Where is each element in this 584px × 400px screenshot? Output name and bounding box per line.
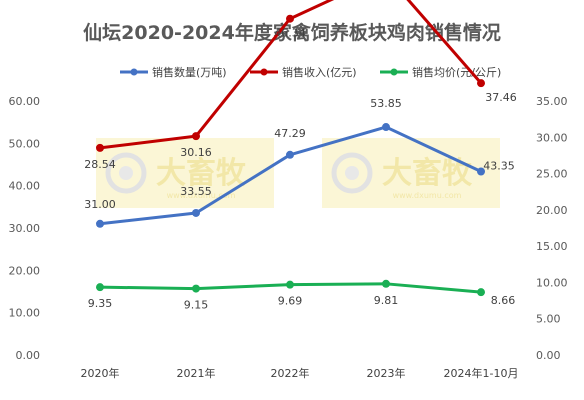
left-axis-tick: 30.00 [9, 222, 41, 235]
data-label: 9.35 [88, 297, 113, 310]
legend-marker [390, 68, 398, 76]
right-axis-tick: 20.00 [536, 204, 568, 217]
x-axis-tick: 2020年 [81, 366, 120, 380]
watermark-subtext: www.dxumu.com [393, 191, 462, 200]
x-axis-tick: 2024年1-10月 [444, 366, 519, 380]
data-label: 33.55 [180, 185, 212, 198]
data-point [96, 143, 104, 152]
watermark-logo-icon [105, 152, 147, 194]
left-axis-tick: 60.00 [9, 95, 41, 108]
chart-title: 仙坛2020-2024年度家禽饲养板块鸡肉销售情况 [83, 22, 501, 44]
data-point [286, 150, 294, 159]
data-label: 28.54 [84, 158, 116, 171]
data-point [477, 167, 485, 176]
x-axis-tick: 2023年 [367, 366, 406, 380]
x-axis-tick: 2022年 [271, 366, 310, 380]
right-axis-tick: 25.00 [536, 168, 568, 181]
right-axis-tick: 10.00 [536, 276, 568, 289]
watermark-logo-icon [331, 152, 373, 194]
watermark-text: 大畜牧 [156, 156, 247, 191]
right-axis-tick: 30.00 [536, 131, 568, 144]
data-label: 53.85 [370, 97, 402, 110]
data-point [192, 208, 200, 217]
right-axis-tick: 15.00 [536, 240, 568, 253]
watermark-logo-dot [345, 166, 359, 180]
left-axis-tick: 40.00 [9, 180, 41, 193]
left-axis-tick: 0.00 [16, 349, 41, 362]
data-label: 30.16 [180, 146, 212, 159]
data-point [192, 284, 200, 293]
legend-label: 销售数量(万吨) [152, 65, 227, 79]
data-label: 9.15 [184, 299, 209, 312]
legend-label: 销售均价(元/公斤) [412, 65, 501, 79]
data-label: 43.35 [483, 159, 515, 172]
data-label: 37.46 [485, 91, 517, 104]
data-point [477, 79, 485, 88]
data-label: 9.81 [374, 294, 399, 307]
data-point [286, 280, 294, 289]
data-point [192, 132, 200, 141]
legend-marker [130, 68, 138, 76]
left-axis-tick: 10.00 [9, 307, 41, 320]
data-point [382, 279, 390, 288]
x-axis-tick: 2021年 [177, 366, 216, 380]
left-axis-tick: 50.00 [9, 137, 41, 150]
legend-item: 销售数量(万吨) [120, 65, 227, 79]
right-axis-tick: 0.00 [536, 349, 561, 362]
watermark-logo-dot [119, 166, 133, 180]
legend-label: 销售收入(亿元) [282, 65, 357, 79]
watermark-subtext: www.dxumu.com [167, 191, 236, 200]
data-label: 46.34 [274, 27, 306, 40]
data-point [96, 283, 104, 292]
data-label: 47.29 [274, 127, 306, 140]
data-label: 9.69 [278, 295, 303, 308]
data-point [96, 219, 104, 228]
data-point [477, 288, 485, 297]
data-label: 8.66 [491, 294, 516, 307]
data-label: 31.00 [84, 198, 116, 211]
legend-item: 销售均价(元/公斤) [380, 65, 501, 79]
data-point [286, 14, 294, 23]
right-axis-tick: 5.00 [536, 313, 561, 326]
legend-marker [260, 68, 268, 76]
right-axis-tick: 35.00 [536, 95, 568, 108]
data-point [382, 123, 390, 132]
legend-item: 销售收入(亿元) [250, 65, 357, 79]
left-axis-tick: 20.00 [9, 264, 41, 277]
